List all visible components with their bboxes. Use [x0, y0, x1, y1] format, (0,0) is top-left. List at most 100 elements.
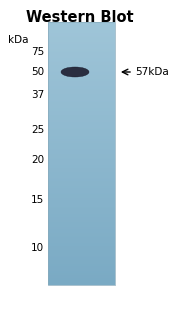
Bar — [48, 254, 115, 255]
Bar — [48, 192, 115, 193]
Bar — [48, 256, 115, 257]
Bar — [48, 199, 115, 200]
Bar — [48, 107, 115, 108]
Bar — [48, 57, 115, 58]
Bar — [48, 100, 115, 101]
Bar — [48, 183, 115, 184]
Bar — [48, 98, 115, 99]
Bar — [48, 195, 115, 196]
Bar — [48, 207, 115, 208]
Bar — [48, 141, 115, 142]
Bar — [48, 280, 115, 281]
Bar — [48, 164, 115, 165]
Bar — [48, 237, 115, 238]
Bar — [48, 131, 115, 132]
Bar — [48, 32, 115, 33]
Bar — [48, 222, 115, 223]
Bar — [48, 124, 115, 125]
Bar — [48, 58, 115, 59]
Bar — [48, 179, 115, 180]
Bar — [48, 132, 115, 133]
Bar — [48, 139, 115, 140]
Bar — [48, 144, 115, 145]
Bar — [48, 193, 115, 194]
Bar — [48, 274, 115, 275]
Bar — [48, 277, 115, 278]
Bar — [48, 34, 115, 35]
Bar — [48, 22, 115, 285]
Bar — [48, 113, 115, 114]
Bar — [48, 191, 115, 192]
Bar — [48, 267, 115, 268]
Bar — [48, 211, 115, 212]
Bar — [48, 63, 115, 64]
Bar — [48, 126, 115, 127]
Bar — [48, 103, 115, 104]
Bar — [48, 56, 115, 57]
Bar — [48, 279, 115, 280]
Text: 25: 25 — [31, 125, 44, 135]
Bar — [48, 189, 115, 190]
Bar — [48, 128, 115, 129]
Bar — [48, 203, 115, 204]
Bar — [48, 242, 115, 243]
Bar — [48, 160, 115, 161]
Bar — [48, 225, 115, 226]
Bar — [48, 147, 115, 148]
Bar — [48, 169, 115, 170]
Bar — [48, 79, 115, 80]
Bar — [48, 227, 115, 228]
Bar — [48, 123, 115, 124]
Bar — [48, 168, 115, 169]
Bar — [48, 105, 115, 106]
Bar — [48, 115, 115, 116]
Bar — [48, 221, 115, 222]
Bar — [48, 50, 115, 51]
Bar — [48, 159, 115, 160]
Bar — [48, 155, 115, 156]
Bar — [48, 264, 115, 265]
Bar — [48, 88, 115, 89]
Bar — [48, 260, 115, 261]
Bar — [48, 36, 115, 37]
Bar — [48, 240, 115, 241]
Bar — [48, 186, 115, 187]
Text: 10: 10 — [31, 243, 44, 253]
Bar — [48, 157, 115, 158]
Bar — [48, 175, 115, 176]
Bar — [48, 28, 115, 29]
Bar — [48, 81, 115, 82]
Bar — [48, 22, 115, 23]
Bar — [48, 106, 115, 107]
Bar — [48, 31, 115, 32]
Bar — [48, 151, 115, 152]
Bar — [48, 281, 115, 282]
Bar — [48, 251, 115, 252]
Bar — [48, 84, 115, 85]
Bar — [48, 265, 115, 266]
Text: 37: 37 — [31, 90, 44, 100]
Bar — [48, 49, 115, 50]
Bar — [48, 197, 115, 198]
Bar — [48, 163, 115, 164]
Bar — [48, 127, 115, 128]
Bar — [48, 136, 115, 137]
Bar — [48, 77, 115, 78]
Bar — [48, 261, 115, 262]
Bar — [48, 252, 115, 253]
Bar — [48, 86, 115, 87]
Bar — [48, 246, 115, 247]
Bar — [48, 236, 115, 237]
Bar — [48, 263, 115, 264]
Bar — [48, 138, 115, 139]
Bar — [48, 220, 115, 221]
Bar — [48, 59, 115, 60]
Bar — [48, 239, 115, 240]
Bar — [48, 244, 115, 245]
Bar — [48, 282, 115, 283]
Bar — [48, 180, 115, 181]
Bar — [48, 229, 115, 230]
Bar — [48, 30, 115, 31]
Bar — [48, 257, 115, 258]
Bar — [48, 130, 115, 131]
